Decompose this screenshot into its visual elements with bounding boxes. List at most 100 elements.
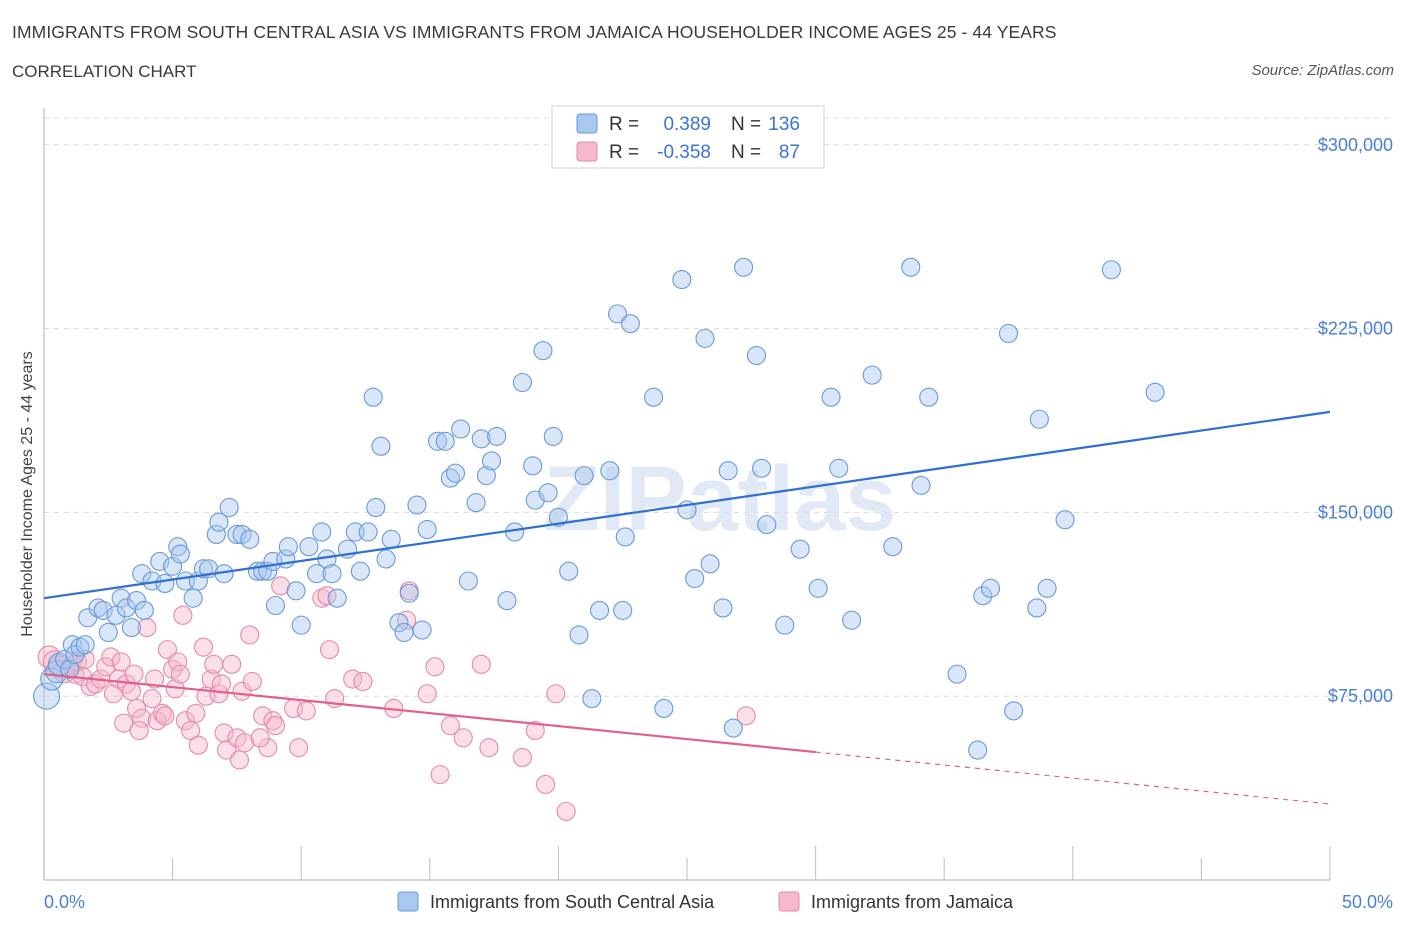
point-jamaica [204, 654, 224, 674]
point-south-central-asia [299, 537, 319, 557]
point-south-central-asia [206, 524, 226, 544]
point-south-central-asia [752, 458, 772, 478]
point-south-central-asia [1145, 382, 1165, 402]
point-south-central-asia [947, 664, 967, 684]
point-jamaica [471, 654, 491, 674]
point-south-central-asia [381, 529, 401, 549]
point-south-central-asia [227, 524, 247, 544]
point-jamaica [556, 801, 576, 821]
point-south-central-asia [685, 569, 705, 589]
point-jamaica [175, 711, 196, 731]
point-south-central-asia [512, 372, 532, 393]
y-tick-label: $300,000 [1318, 135, 1393, 155]
point-south-central-asia [407, 495, 427, 515]
point-jamaica [96, 657, 116, 677]
point-south-central-asia [111, 588, 131, 608]
point-jamaica [525, 720, 545, 741]
point-jamaica [535, 774, 556, 794]
point-south-central-asia [481, 451, 502, 471]
point-south-central-asia [371, 436, 391, 456]
legend-r-label-pink: R = [609, 142, 639, 163]
point-jamaica [170, 664, 190, 684]
point-south-central-asia [713, 598, 733, 618]
point-south-central-asia [265, 595, 286, 616]
point-south-central-asia [168, 537, 188, 557]
x-tick-labels: 0.0% 50.0% [44, 892, 1393, 912]
point-jamaica [265, 716, 286, 736]
y-tick-label: $75,000 [1328, 686, 1393, 706]
x-tick-label: 50.0% [1342, 892, 1393, 912]
point-south-central-asia [790, 539, 810, 559]
point-jamaica [211, 674, 232, 694]
point-jamaica [253, 706, 273, 726]
point-south-central-asia [106, 605, 126, 625]
point-south-central-asia [132, 564, 152, 584]
point-south-central-asia [973, 586, 993, 606]
point-jamaica [127, 698, 147, 718]
chart-title: IMMIGRANTS FROM SOUTH CENTRAL ASIA VS IM… [12, 22, 1057, 42]
point-south-central-asia [700, 554, 720, 574]
series-legend-swatch-pink [778, 891, 800, 912]
point-south-central-asia [1029, 409, 1049, 429]
point-south-central-asia [695, 328, 715, 348]
point-south-central-asia [718, 461, 738, 481]
point-south-central-asia [219, 497, 239, 518]
point-south-central-asia [394, 622, 414, 643]
point-south-central-asia [134, 600, 154, 620]
axes-layer [43, 108, 1330, 881]
point-south-central-asia [497, 591, 517, 611]
point-jamaica [173, 605, 193, 625]
point-jamaica [289, 738, 309, 758]
trend-line-jamaica-extension [815, 751, 1331, 805]
legend-swatch-blue [576, 113, 598, 134]
point-jamaica [232, 681, 252, 701]
point-south-central-asia [278, 537, 298, 557]
y-tick-label: $225,000 [1318, 319, 1393, 339]
point-south-central-asia [1101, 260, 1121, 280]
point-south-central-asia [1004, 701, 1024, 721]
point-south-central-asia [93, 600, 113, 620]
point-south-central-asia [163, 556, 183, 576]
point-south-central-asia [322, 564, 342, 584]
trend-lines [43, 410, 1331, 805]
point-south-central-asia [600, 461, 620, 481]
series-south-central-asia-points [33, 257, 1165, 760]
point-south-central-asia [476, 466, 496, 486]
point-south-central-asia [775, 615, 795, 635]
point-jamaica [430, 765, 450, 785]
point-jamaica [229, 750, 250, 770]
point-jamaica [271, 576, 291, 596]
point-south-central-asia [1055, 510, 1075, 530]
point-jamaica [111, 652, 131, 672]
point-south-central-asia [543, 426, 563, 446]
point-south-central-asia [644, 387, 664, 407]
point-jamaica [425, 657, 445, 677]
point-south-central-asia [723, 718, 743, 738]
point-south-central-asia [121, 618, 141, 638]
point-south-central-asia [358, 522, 378, 542]
trend-line-south-central-asia [43, 410, 1331, 600]
point-south-central-asia [376, 549, 396, 569]
point-jamaica [440, 716, 460, 736]
point-jamaica [129, 720, 149, 741]
point-south-central-asia [427, 431, 448, 451]
point-south-central-asia [88, 598, 108, 618]
point-jamaica [157, 640, 178, 660]
point-south-central-asia [98, 622, 118, 643]
point-south-central-asia [451, 419, 471, 439]
point-south-central-asia [901, 257, 921, 277]
point-south-central-asia [445, 463, 466, 483]
point-south-central-asia [620, 314, 640, 334]
point-south-central-asia [523, 456, 543, 476]
point-south-central-asia [590, 600, 610, 620]
point-jamaica [222, 654, 242, 674]
point-south-central-asia [312, 522, 332, 542]
point-south-central-asia [55, 649, 75, 669]
point-jamaica [186, 703, 206, 723]
point-south-central-asia [170, 544, 190, 564]
point-south-central-asia [389, 613, 409, 633]
point-south-central-asia [60, 659, 80, 679]
point-south-central-asia [1027, 598, 1047, 618]
point-jamaica [80, 676, 100, 696]
y-tick-labels: $75,000 $150,000 $225,000 $300,000 [1318, 135, 1393, 706]
